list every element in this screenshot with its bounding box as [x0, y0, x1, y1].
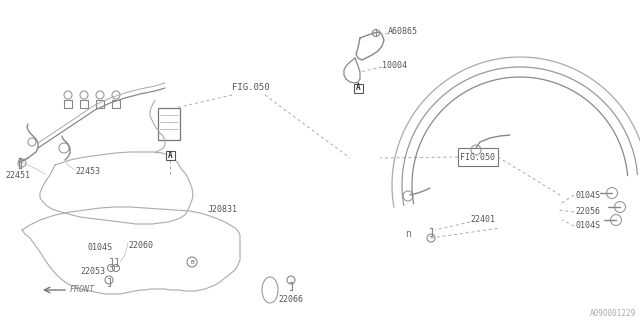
Text: 22060: 22060	[128, 241, 153, 250]
Text: 22453: 22453	[75, 167, 100, 177]
Text: 10004: 10004	[382, 60, 407, 69]
Text: FIG.050: FIG.050	[232, 84, 269, 92]
Text: A: A	[356, 84, 360, 92]
Text: A: A	[168, 150, 172, 159]
Text: 0104S: 0104S	[575, 221, 600, 230]
Text: n: n	[405, 229, 411, 239]
Text: J20831: J20831	[208, 205, 238, 214]
Text: A090001229: A090001229	[589, 309, 636, 318]
Text: 22053: 22053	[80, 268, 105, 276]
Text: FRONT: FRONT	[70, 285, 95, 294]
Text: FIG.050: FIG.050	[460, 153, 495, 162]
FancyBboxPatch shape	[353, 84, 362, 92]
Text: 22401: 22401	[470, 215, 495, 225]
Bar	[158, 108, 180, 140]
Bar	[458, 148, 498, 166]
Text: 22056: 22056	[575, 207, 600, 217]
Text: 0104S: 0104S	[575, 190, 600, 199]
Text: 22066: 22066	[278, 295, 303, 305]
Text: 0104S: 0104S	[88, 244, 113, 252]
Text: 22451: 22451	[5, 171, 30, 180]
FancyBboxPatch shape	[166, 150, 175, 159]
Text: A60865: A60865	[388, 28, 418, 36]
Text: B: B	[190, 260, 194, 265]
